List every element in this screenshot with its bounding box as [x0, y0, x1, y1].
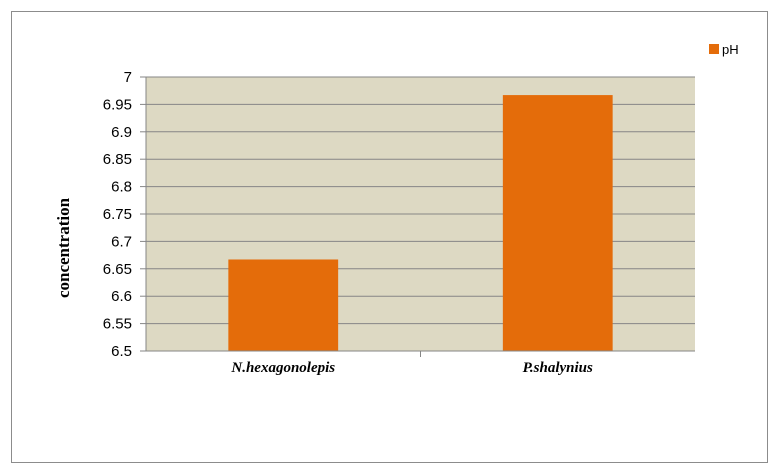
x-tick-label: N.hexagonolepis — [230, 360, 335, 376]
y-tick-label: 6.85 — [103, 151, 132, 168]
y-tick-labels: 6.5 6.55 6.6 6.65 6.7 6.75 6.8 6.85 6.9 6.95 7 — [103, 69, 132, 360]
y-tick-label: 6.7 — [111, 233, 132, 250]
y-tick-label: 7 — [124, 69, 132, 86]
y-axis-label: concentration — [54, 197, 73, 298]
y-tick-label: 6.55 — [103, 316, 132, 333]
y-tick-label: 6.8 — [111, 179, 132, 196]
y-tick-label: 6.9 — [111, 124, 132, 141]
y-tick-label: 6.5 — [111, 343, 132, 360]
bars — [228, 95, 613, 351]
x-tick-labels: N.hexagonolepis P.shalynius — [230, 351, 593, 376]
x-tick-label: P.shalynius — [523, 360, 593, 376]
legend-label-ph: pH — [722, 42, 739, 57]
y-tick-label: 6.65 — [103, 261, 132, 278]
y-tick-label: 6.95 — [103, 96, 132, 113]
bar-p-shalynius — [502, 95, 613, 351]
y-tick-label: 6.75 — [103, 206, 132, 223]
bar-n-hexagonolepis — [228, 259, 339, 351]
legend: pH — [709, 42, 739, 57]
legend-swatch-ph — [709, 44, 719, 54]
y-tick-label: 6.6 — [111, 288, 132, 305]
